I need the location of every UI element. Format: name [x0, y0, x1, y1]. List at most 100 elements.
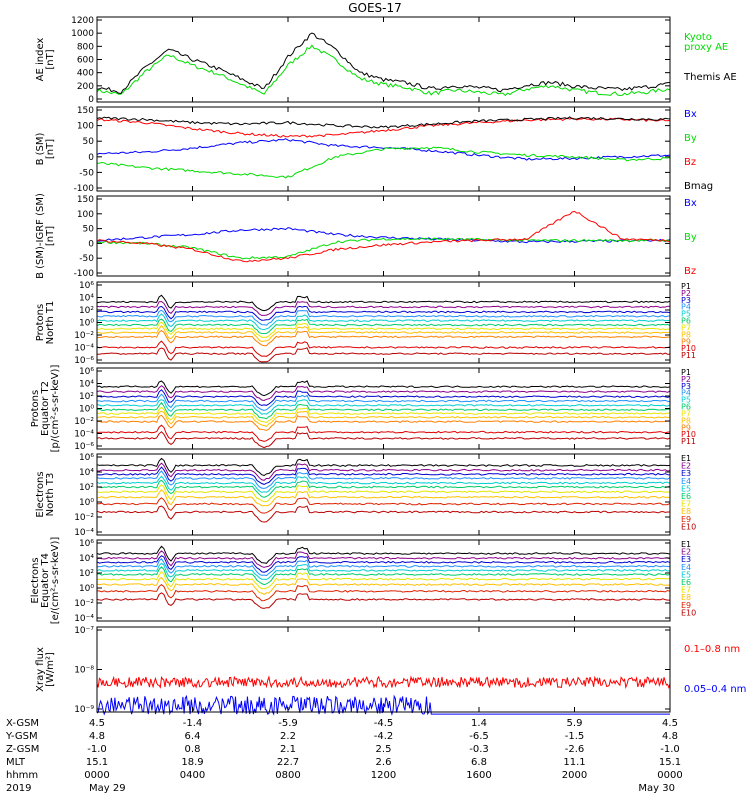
legend-themis-ae: Themis AE [683, 72, 737, 83]
series-e6 [96, 479, 671, 498]
y-tick-label: 1000 [71, 29, 94, 39]
panel-bigrf: 150 100 50 0 -50 -100 B (SM)-IGRF (SM) [nT] Bx By… [35, 193, 697, 279]
y-tick-label: 50 [83, 225, 95, 235]
channel-label-p9: P9 [681, 423, 691, 432]
series-long-wavelength [96, 675, 671, 690]
y-tick-label: 10⁻² [74, 331, 94, 341]
y-axis-label: [nT] [45, 49, 56, 69]
y-axis-label: Electrons [30, 557, 41, 603]
channel-label-p10: P10 [681, 430, 696, 439]
ephemeris-value: 4.5 [89, 718, 105, 729]
channel-label-e2: E2 [681, 462, 691, 471]
series-bx [96, 227, 671, 244]
ephemeris-value: May 29 [89, 783, 126, 794]
series-p1 [96, 380, 671, 397]
y-tick-label: 10⁻² [74, 417, 94, 427]
series-e6 [96, 566, 671, 586]
y-tick-label: 10⁻⁴ [74, 344, 94, 354]
channel-label-e6: E6 [681, 578, 691, 587]
series-p10 [96, 340, 671, 357]
y-axis-label: Equator T2 [40, 381, 51, 436]
y-tick-label: 10⁶ [79, 281, 94, 291]
series-e8 [96, 576, 671, 595]
y-tick-label: 10⁻⁹ [74, 705, 94, 715]
channel-label-p6: P6 [681, 403, 691, 412]
ephemeris-row-label: 2019 [6, 783, 31, 794]
y-tick-label: 10⁴ [79, 554, 94, 564]
y-tick-label: 10² [79, 569, 94, 579]
series-e3 [96, 555, 671, 573]
y-tick-label: 10⁰ [79, 584, 94, 594]
series-p2 [96, 385, 671, 402]
panel-frame [96, 195, 671, 277]
series-bmag [96, 116, 671, 129]
ephemeris-value: May 30 [638, 783, 675, 794]
y-axis-label: Equator T4 [40, 553, 51, 608]
y-axis-label: B (SM)-IGRF (SM) [35, 193, 46, 279]
series-p3 [96, 305, 671, 321]
ephemeris-value: 0000 [657, 770, 682, 781]
channel-label-e8: E8 [681, 507, 691, 516]
ephemeris-value: 0400 [180, 770, 205, 781]
channel-label-p1: P1 [681, 368, 691, 377]
series-e2 [96, 550, 671, 568]
series-p4 [96, 309, 671, 326]
y-axis-label: [nT] [45, 139, 56, 159]
y-tick-label: 0 [88, 153, 94, 163]
panel-ae: 1200 1000 800 600 400 200 0 AE index [nT] Kyotopr… [35, 16, 737, 105]
y-tick-label: 150 [77, 106, 94, 116]
ephemeris-value: 4.8 [89, 731, 105, 742]
channel-label-e3: E3 [681, 469, 691, 478]
series-e9 [97, 497, 671, 514]
channel-label-e1: E1 [681, 540, 691, 549]
y-tick-label: 10⁰ [79, 498, 94, 508]
y-tick-label: 10⁻² [74, 599, 94, 609]
panel-bsm: 150 100 50 0 -50 -100 B (SM) [nT] Bx By Bz Bmag [35, 106, 713, 194]
series-p3 [97, 389, 671, 406]
y-tick-label: 1200 [71, 16, 94, 26]
ephemeris-value: -4.5 [374, 718, 394, 729]
ephemeris-value: 4.5 [662, 718, 678, 729]
ephemeris-table: X-GSM Y-GSM Z-GSM MLT hhmm 2019 4.5 4.8 -1.0 15.1… [5, 718, 683, 794]
channel-label-e6: E6 [681, 492, 691, 501]
ephemeris-value: -0.3 [469, 744, 489, 755]
channel-label-e5: E5 [681, 484, 691, 493]
y-axis-label: Xray flux [35, 647, 46, 692]
channel-label-p3: P3 [681, 296, 691, 305]
ephemeris-value: -1.0 [660, 744, 680, 755]
series-themis-ae [96, 32, 671, 95]
ephemeris-value: 2.1 [280, 744, 296, 755]
channel-label-e10: E10 [681, 522, 696, 531]
channel-label-p11: P11 [681, 437, 696, 446]
series-p10 [96, 424, 671, 442]
y-tick-label: 50 [83, 137, 95, 147]
y-tick-label: 0 [88, 239, 94, 249]
series-e4 [96, 470, 671, 489]
series-e7 [96, 483, 671, 503]
series-e2 [96, 462, 671, 481]
y-tick-label: 10⁻⁸ [74, 666, 94, 676]
y-tick-label: 10⁴ [79, 294, 94, 304]
channel-label-e9: E9 [681, 515, 691, 524]
channel-label-e7: E7 [681, 586, 691, 595]
series-e1 [96, 457, 671, 477]
channel-label-e10: E10 [681, 608, 696, 617]
panel-pnorth: 10⁶ 10⁴ 10² 10⁰ 10⁻² 10⁻⁴ 10⁻⁶ Protons North T1 P… [35, 281, 696, 366]
series-p8 [96, 410, 671, 427]
y-axis-label: [nT] [45, 226, 56, 246]
series-p5 [96, 399, 671, 415]
y-tick-label: 10² [79, 306, 94, 316]
ephemeris-value: 0.8 [185, 744, 201, 755]
ephemeris-value: 2.2 [280, 731, 296, 742]
channel-label-e9: E9 [681, 601, 691, 610]
series-p7 [96, 321, 670, 338]
channel-label-p5: P5 [681, 396, 691, 405]
y-axis-label: North T3 [45, 473, 56, 517]
series-e9 [96, 583, 671, 602]
y-tick-label: 10⁻⁴ [74, 614, 94, 624]
channel-label-e5: E5 [681, 570, 691, 579]
ephemeris-value: 2000 [562, 770, 587, 781]
panel-frame [96, 539, 671, 622]
series-p1 [96, 294, 671, 312]
